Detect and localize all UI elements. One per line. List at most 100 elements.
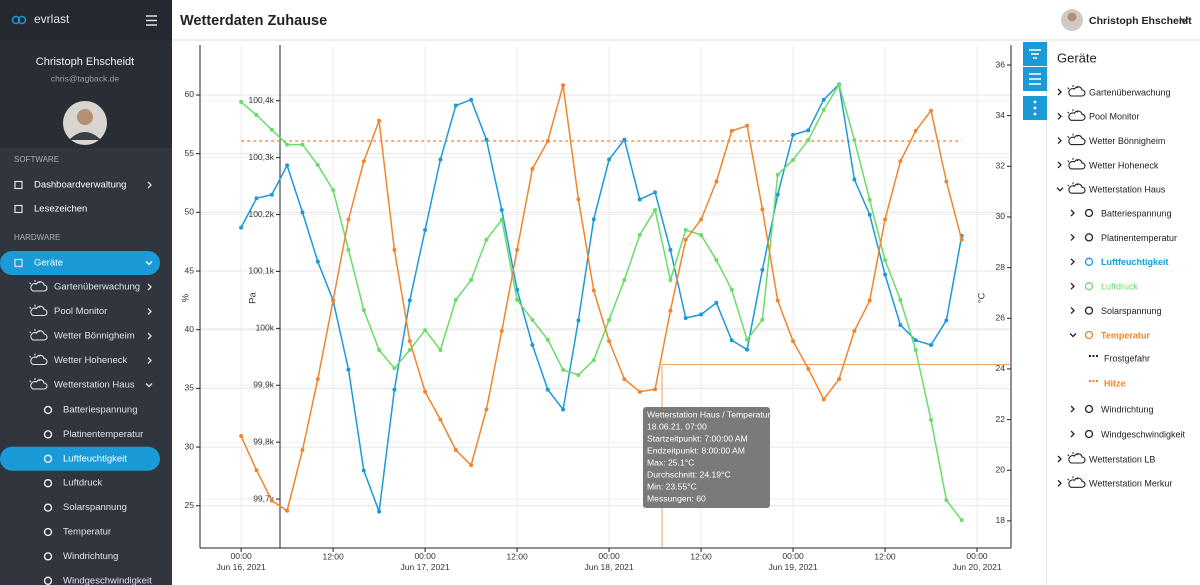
y2-tick-label: 32 [996,161,1006,171]
data-point [883,217,888,222]
data-point [407,298,412,303]
data-point [377,118,382,123]
y3-tick-label: 100k [256,323,275,333]
tree-device[interactable]: Wetter Bönnigheim [1089,136,1165,146]
nav-device[interactable]: Gartenüberwachung [54,282,140,293]
tree-sensor[interactable]: Platinentemperatur [1101,233,1177,243]
header-chevron[interactable] [1179,17,1189,23]
sensor-icon [1084,208,1094,218]
tree-device[interactable]: Wetter Hoheneck [1089,160,1159,170]
tree-device[interactable]: Gartenüberwachung [1089,87,1171,97]
tree-chevron [1070,282,1075,290]
data-point [331,298,336,303]
tree-chevron [1070,209,1075,217]
data-point [699,233,704,238]
y-tick-label: 50 [185,207,195,217]
nav-sensor[interactable]: Batteriespannung [63,405,137,416]
data-point [683,315,688,320]
data-point [438,417,443,422]
data-point [867,212,872,217]
nav-sensor[interactable]: Luftdruck [63,478,102,489]
header-user[interactable]: Christoph Ehscheidt [1089,15,1192,27]
data-point [392,366,397,371]
data-point [821,107,826,112]
header-avatar [1067,12,1077,22]
data-point [561,367,566,372]
tree-sensor[interactable]: Batteriespannung [1101,208,1172,218]
nav-item[interactable]: Lesezeichen [34,204,87,215]
nav-sensor[interactable]: Solarspannung [63,502,127,513]
nav-chevron [147,181,152,189]
section-title: HARDWARE [14,233,60,242]
data-point [315,163,320,168]
data-point [561,83,566,88]
toolbar [1023,42,1047,120]
user-email: chris@tagback.de [51,73,119,83]
y3-tick-label: 100,3k [248,152,274,162]
tree-chevron [1057,161,1062,169]
data-point [239,434,244,439]
nav-device[interactable]: Pool Monitor [54,306,107,317]
sidebar-topbar [0,0,172,40]
nav-sensor[interactable]: Luftfeuchtigkeit [63,453,127,464]
data-point [392,387,397,392]
tree-device[interactable]: Wetterstation LB [1089,454,1155,464]
tree-device[interactable]: Wetterstation Haus [1089,185,1166,195]
logo [11,15,21,25]
tree-sensor[interactable]: Luftfeuchtigkeit [1101,257,1169,267]
data-point [285,163,290,168]
tree-device[interactable]: Wetterstation Merkur [1089,479,1172,489]
nav-sensor[interactable]: Temperatur [63,527,111,538]
data-point [361,159,366,164]
tree-chevron [1057,455,1062,463]
tree-threshold[interactable]: Frostgefahr [1104,353,1150,363]
data-point [852,138,857,143]
tooltip-line: Endzeitpunkt: 8:00:00 AM [647,445,745,455]
sensor-icon [43,430,53,439]
nav-device[interactable]: Wetter Bönnigheim [54,331,135,342]
tree-sensor[interactable]: Solarspannung [1101,306,1162,316]
nav-item[interactable]: Geräte [34,258,63,269]
tree-sensor[interactable]: Luftdruck [1101,282,1139,292]
device-icon [1068,183,1086,194]
tree-chevron [1057,479,1062,487]
tree-sensor[interactable]: Windrichtung [1101,404,1154,414]
data-point [484,407,489,412]
tooltip-line: 18.06.21, 07:00 [647,421,707,431]
series-line [240,82,963,521]
sensor-icon [43,405,53,415]
more-icon [1033,112,1037,116]
data-point [361,308,366,313]
menu-toggle[interactable] [146,15,157,26]
data-point [591,288,596,293]
data-point [760,317,765,322]
data-point [883,258,888,263]
data-point [453,297,458,302]
nav-sensor[interactable]: Windrichtung [63,551,118,562]
tooltip-line: Messungen: 60 [647,493,706,503]
nav-sensor[interactable]: Windgeschwindigkeit [63,575,152,585]
tree-sensor[interactable]: Temperatur [1101,330,1150,340]
nav-device[interactable]: Wetter Hoheneck [54,355,127,366]
tree-threshold[interactable]: Hitze [1104,378,1126,388]
tree-chevron [1070,258,1075,266]
data-point [530,166,535,171]
nav-sensor[interactable]: Platinentemperatur [63,429,143,440]
nav-item[interactable]: Dashboardverwaltung [34,180,126,191]
data-point [254,196,259,201]
user-name: Christoph Ehscheidt [36,56,134,68]
tree-device[interactable]: Pool Monitor [1089,112,1140,122]
data-point [699,312,704,317]
tree-chevron [1057,137,1062,145]
data-point [377,509,382,514]
data-point [269,127,274,132]
tree-sensor[interactable]: Windgeschwindigkeit [1101,429,1186,439]
device-icon [1068,477,1086,488]
sensor-icon [43,576,53,585]
data-point [515,297,520,302]
nav-device[interactable]: Wetterstation Haus [54,380,135,391]
data-point [929,342,934,347]
device-icon [1068,86,1086,97]
data-point [867,197,872,202]
data-point [821,97,826,102]
